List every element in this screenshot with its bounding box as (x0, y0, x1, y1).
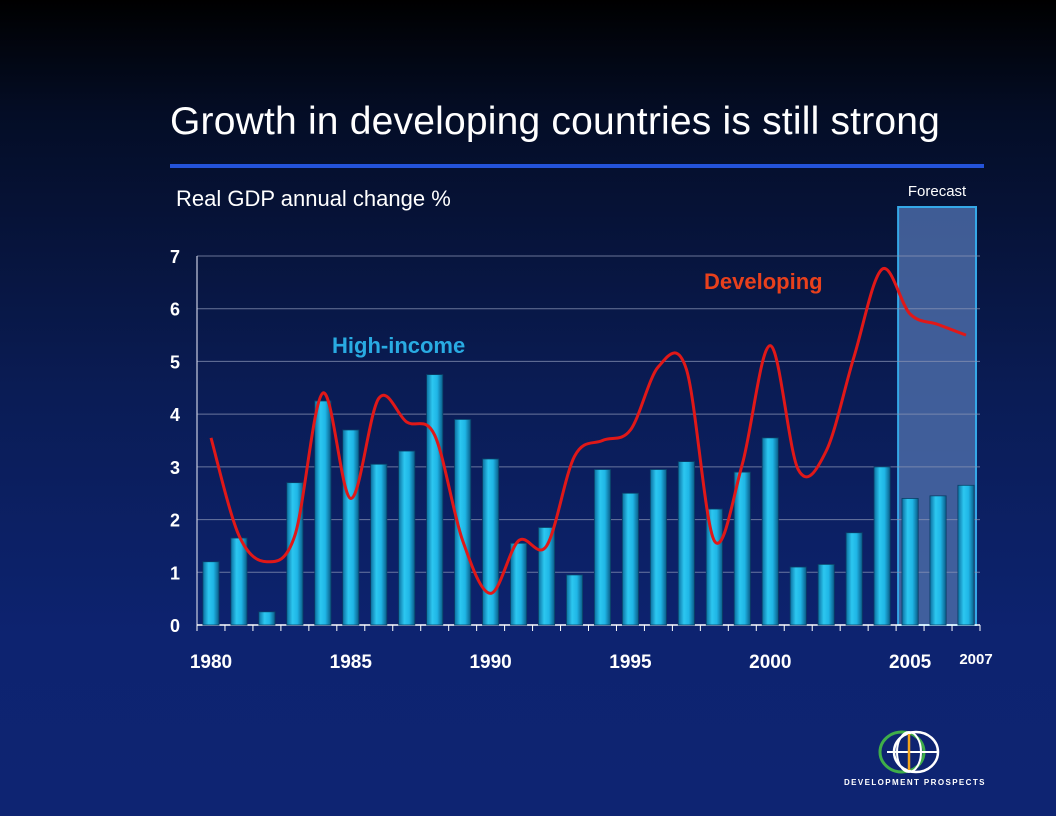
bar (314, 400, 332, 626)
bar (370, 463, 388, 626)
bar (426, 374, 444, 626)
y-tick-label: 4 (170, 405, 180, 425)
bar (901, 498, 919, 626)
y-tick-label: 0 (170, 616, 180, 636)
x-tick-label: 2007 (959, 651, 992, 668)
bar (230, 537, 248, 626)
series-label-developing: Developing (704, 269, 823, 294)
bar (705, 508, 723, 626)
bar (957, 484, 975, 626)
x-tick-label: 1995 (609, 652, 652, 673)
bar (398, 450, 416, 626)
x-tick-label: 1990 (469, 652, 511, 673)
globe-icon (878, 730, 940, 774)
development-prospects-logo: DEVELOPMENT PROSPECTS (844, 728, 984, 798)
bar (789, 566, 807, 626)
forecast-label: Forecast (908, 183, 967, 200)
bar (677, 461, 695, 626)
bar (733, 471, 751, 626)
x-tick-label: 1985 (330, 652, 373, 673)
series-label-high-income: High-income (332, 333, 465, 358)
x-tick-label: 2005 (889, 652, 932, 673)
bar (566, 574, 584, 626)
chart-subtitle: Real GDP annual change % (176, 186, 451, 211)
title-underline (170, 164, 984, 168)
bar (510, 542, 528, 626)
developing-line (209, 267, 967, 595)
x-tick-label: 1980 (190, 652, 232, 673)
bar (454, 419, 472, 626)
y-tick-label: 3 (170, 458, 180, 478)
y-tick-label: 1 (170, 563, 180, 583)
bar (482, 458, 500, 626)
bar (817, 563, 835, 626)
bar (342, 429, 360, 626)
bar (621, 492, 639, 626)
bar (929, 495, 947, 626)
bar (538, 527, 556, 626)
y-tick-label: 5 (170, 352, 180, 372)
logo-text: DEVELOPMENT PROSPECTS (844, 778, 986, 787)
y-tick-label: 2 (170, 511, 180, 531)
x-tick-label: 2000 (749, 652, 791, 673)
bar (258, 611, 276, 626)
bar (593, 469, 611, 626)
slide-title: Growth in developing countries is still … (170, 100, 941, 143)
bar (202, 561, 220, 626)
bar (649, 469, 667, 626)
y-tick-label: 7 (170, 247, 180, 267)
bar (761, 437, 779, 626)
y-tick-label: 6 (170, 300, 180, 320)
bar (873, 466, 891, 626)
bar (845, 532, 863, 626)
